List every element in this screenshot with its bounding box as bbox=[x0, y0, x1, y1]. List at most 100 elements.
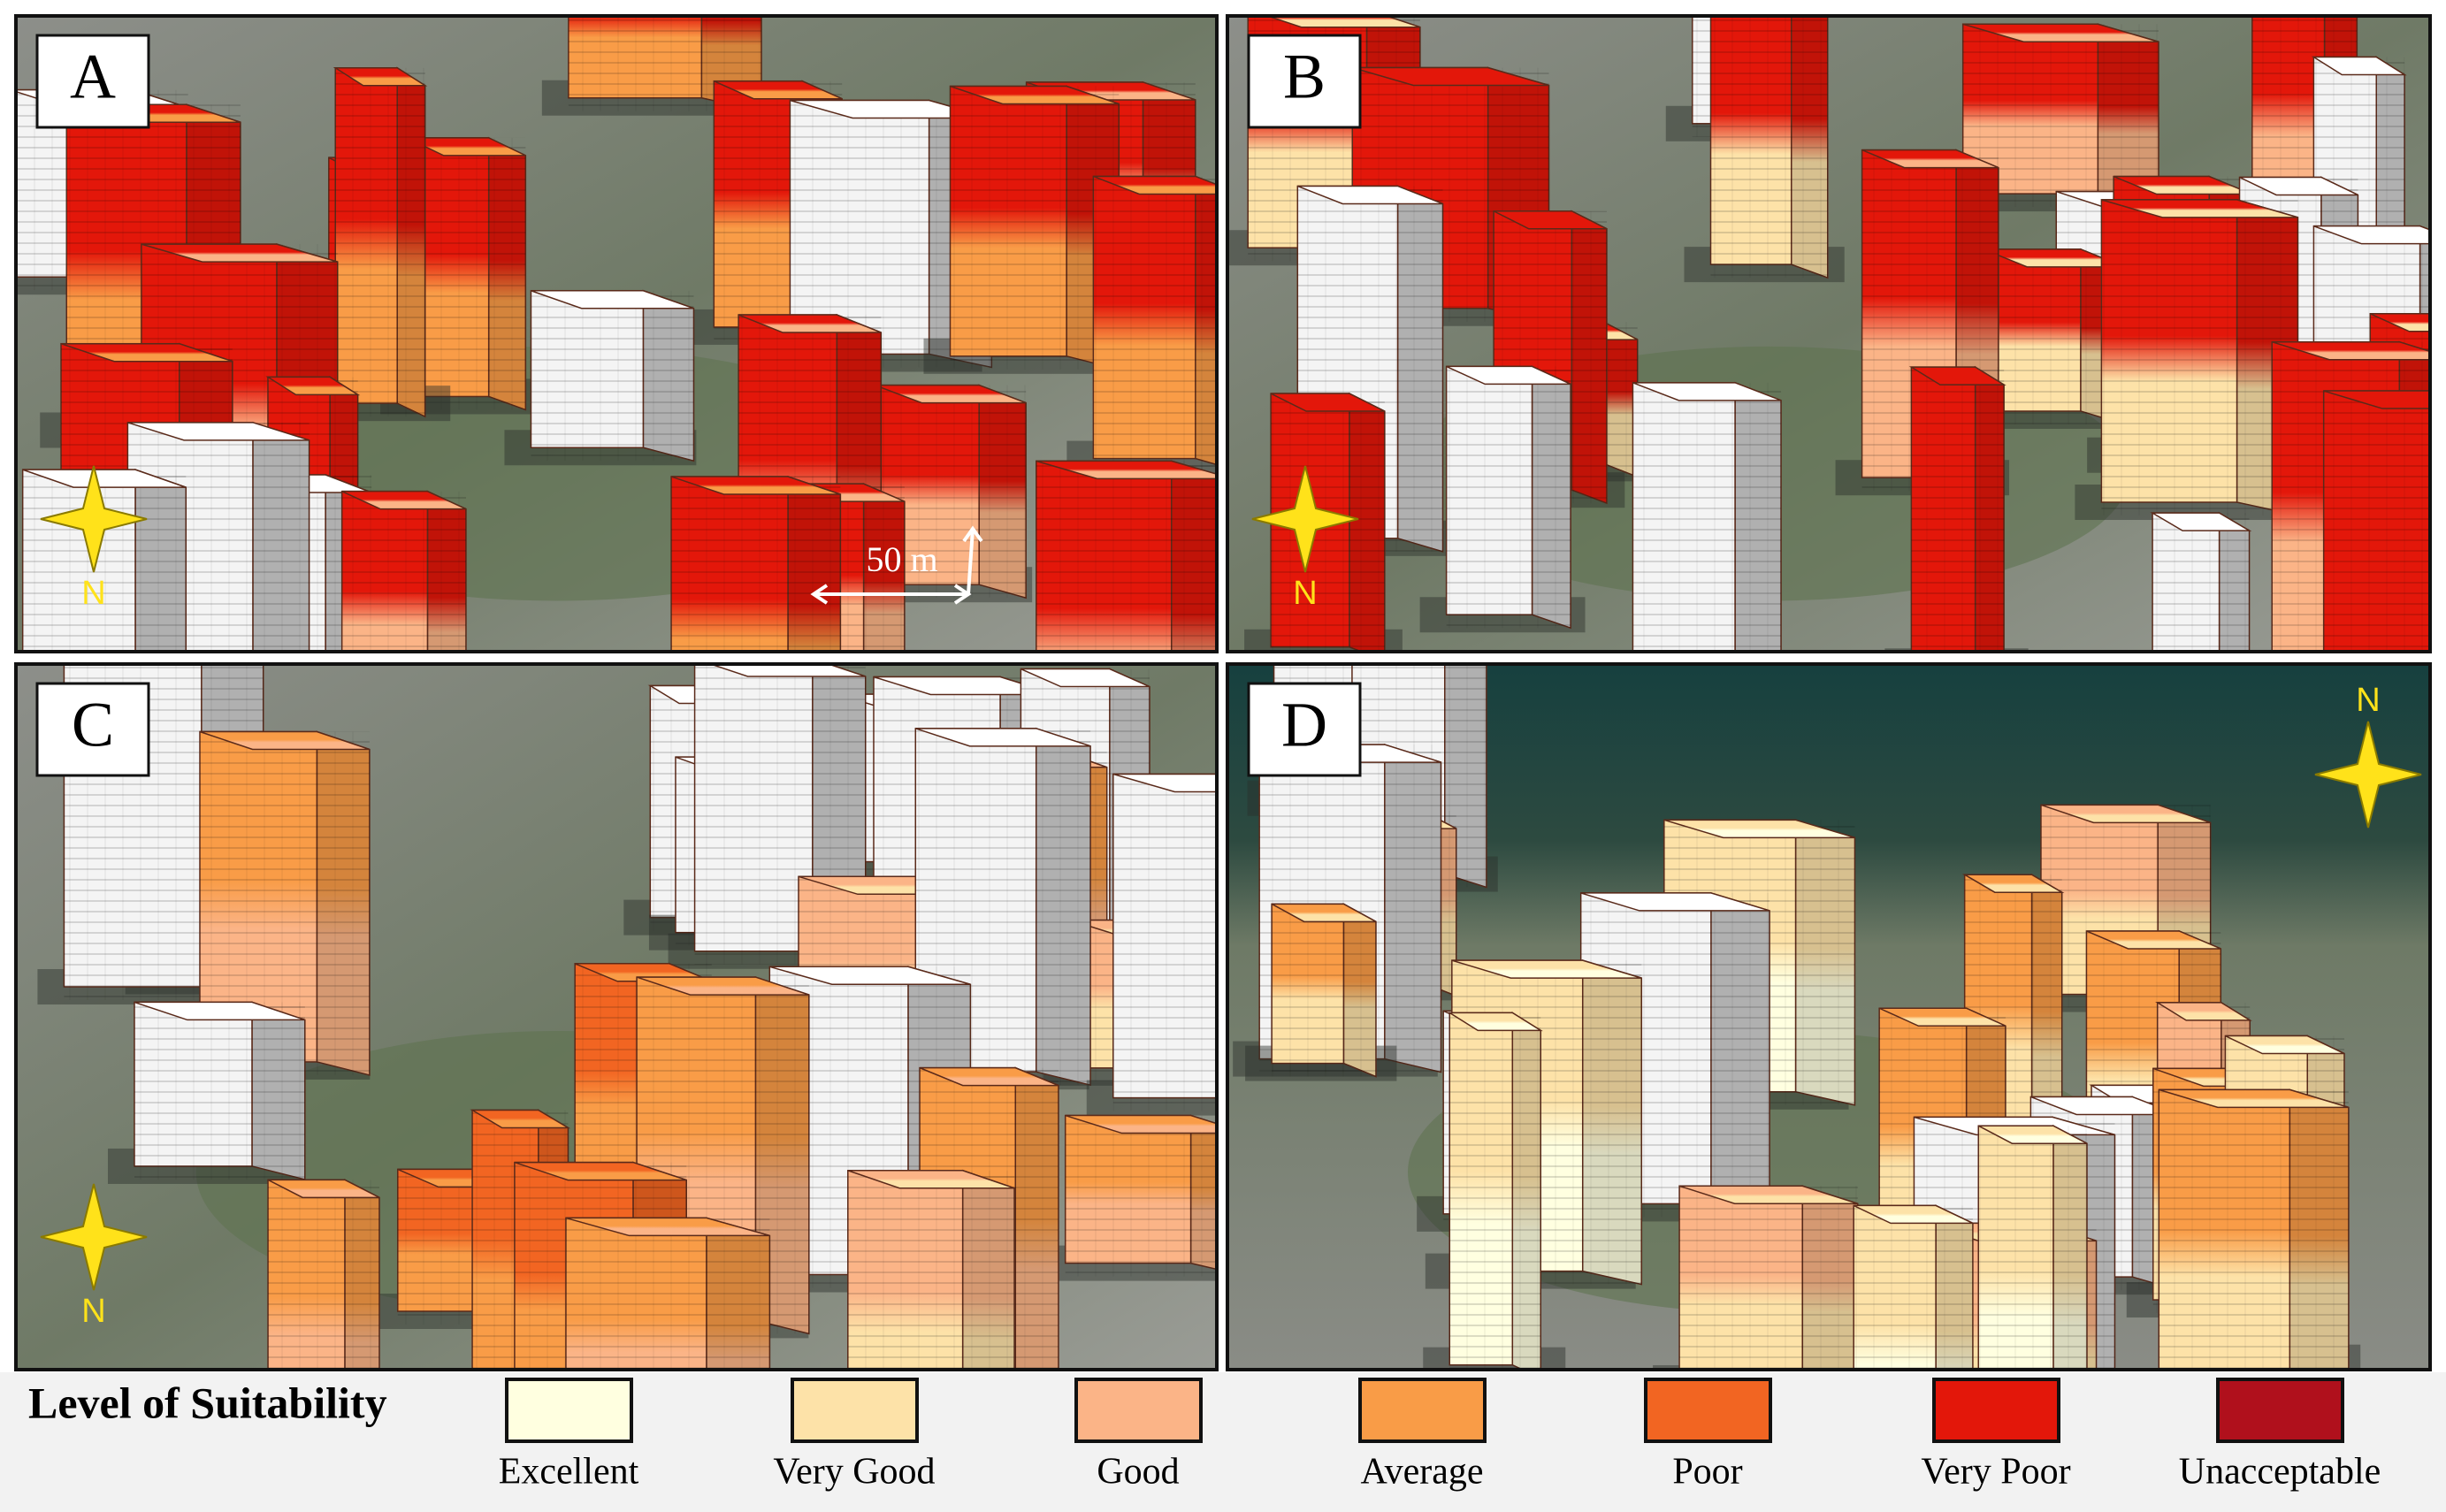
building-roof bbox=[670, 476, 841, 495]
building-roof bbox=[1632, 382, 1782, 401]
building-roof bbox=[874, 384, 1027, 404]
building-roof bbox=[199, 730, 371, 751]
scale-line bbox=[967, 528, 975, 595]
scale-arrow bbox=[810, 584, 829, 605]
building-roof bbox=[714, 80, 843, 100]
legend-label: Unacceptable bbox=[2179, 1452, 2381, 1493]
building-roof bbox=[1446, 365, 1571, 386]
panel: CN bbox=[14, 662, 1219, 1371]
legend-swatch bbox=[1932, 1378, 2060, 1443]
building-roof bbox=[2311, 56, 2407, 76]
building-floors bbox=[2323, 391, 2430, 652]
building-roof bbox=[2040, 804, 2211, 824]
building-roof bbox=[2369, 313, 2430, 332]
building bbox=[1066, 175, 1217, 477]
compass-star bbox=[2314, 721, 2422, 829]
panel-label: D bbox=[1281, 690, 1327, 760]
building bbox=[504, 289, 697, 466]
building bbox=[2158, 1088, 2350, 1370]
building-roof bbox=[2313, 225, 2430, 245]
building-floors bbox=[1272, 904, 1376, 1077]
legend-swatch bbox=[505, 1378, 633, 1443]
panel-label-box bbox=[1247, 682, 1362, 777]
panel-border bbox=[14, 14, 1219, 653]
building-floors bbox=[565, 1218, 770, 1370]
building-roof bbox=[919, 1066, 1059, 1087]
panel-label: A bbox=[70, 42, 116, 112]
building-roof bbox=[267, 1179, 380, 1199]
building-roof bbox=[708, 664, 866, 677]
building-roof bbox=[1878, 1007, 2006, 1027]
building-roof bbox=[1093, 175, 1217, 195]
building-roof bbox=[2225, 1035, 2345, 1055]
building-roof bbox=[1451, 959, 1642, 979]
building-roof bbox=[1036, 460, 1217, 480]
building bbox=[565, 1217, 771, 1370]
panel-border bbox=[1226, 662, 2432, 1371]
building-floors bbox=[847, 1170, 1015, 1370]
building bbox=[1036, 460, 1217, 652]
building-roof bbox=[60, 342, 233, 363]
building-roof bbox=[2086, 930, 2221, 950]
compass-star bbox=[40, 465, 148, 573]
building-floors bbox=[1679, 1186, 1858, 1370]
building-roof bbox=[1711, 0, 1828, 7]
building bbox=[1419, 365, 1586, 633]
legend-label: Poor bbox=[1672, 1452, 1742, 1493]
building-roof bbox=[1961, 874, 2065, 893]
building bbox=[21, 469, 187, 652]
building-floors bbox=[1449, 1012, 1541, 1370]
scale-arrow bbox=[953, 584, 972, 605]
panel-label: B bbox=[1283, 42, 1326, 112]
building-floors bbox=[1112, 774, 1217, 1111]
building-roof bbox=[1861, 149, 1999, 169]
building bbox=[2150, 511, 2252, 652]
panel: A N 50 m bbox=[14, 14, 1219, 653]
building-roof bbox=[1493, 210, 1608, 230]
building-floors bbox=[531, 290, 694, 462]
compass-label: N bbox=[1293, 575, 1317, 612]
compass-label: N bbox=[81, 1293, 105, 1330]
building-roof bbox=[265, 376, 361, 396]
building-roof bbox=[1908, 366, 2006, 386]
panel-border bbox=[14, 662, 1219, 1371]
building-roof bbox=[1352, 66, 1549, 87]
panel-label-box bbox=[1247, 34, 1362, 129]
building-roof bbox=[738, 314, 882, 333]
building-floors bbox=[1093, 176, 1217, 472]
panel-scene bbox=[16, 664, 1217, 1370]
building-roof bbox=[1297, 185, 1443, 205]
building bbox=[107, 1001, 306, 1184]
building-roof bbox=[531, 289, 694, 309]
building-roof bbox=[406, 137, 526, 157]
compass-label: N bbox=[2356, 682, 2380, 719]
building-roof bbox=[514, 1161, 687, 1181]
legend-swatch bbox=[1644, 1378, 1772, 1443]
building-roof bbox=[134, 1001, 306, 1021]
building bbox=[670, 475, 842, 652]
building-floors bbox=[1911, 367, 2005, 652]
building bbox=[1038, 1114, 1217, 1281]
panel-label: C bbox=[72, 690, 114, 760]
building-roof bbox=[2159, 1088, 2350, 1109]
panel: BN bbox=[1226, 0, 2432, 653]
building-roof bbox=[2101, 199, 2298, 218]
building-roof bbox=[1020, 668, 1150, 688]
building-floors bbox=[335, 67, 425, 417]
building-roof bbox=[341, 490, 467, 510]
building-roof bbox=[1112, 773, 1217, 793]
compass-label: N bbox=[81, 575, 105, 612]
building-roof bbox=[1718, 16, 1785, 17]
building-roof bbox=[1265, 16, 1421, 28]
building-floors bbox=[2159, 1089, 2349, 1370]
building bbox=[1684, 0, 1845, 283]
building-roof bbox=[769, 966, 971, 986]
panel-scene bbox=[1227, 664, 2430, 1370]
panel-scene bbox=[16, 16, 1217, 652]
building-roof bbox=[1678, 1185, 1859, 1204]
building-floors bbox=[1036, 461, 1217, 652]
building bbox=[847, 1169, 1015, 1370]
building bbox=[1245, 903, 1397, 1081]
